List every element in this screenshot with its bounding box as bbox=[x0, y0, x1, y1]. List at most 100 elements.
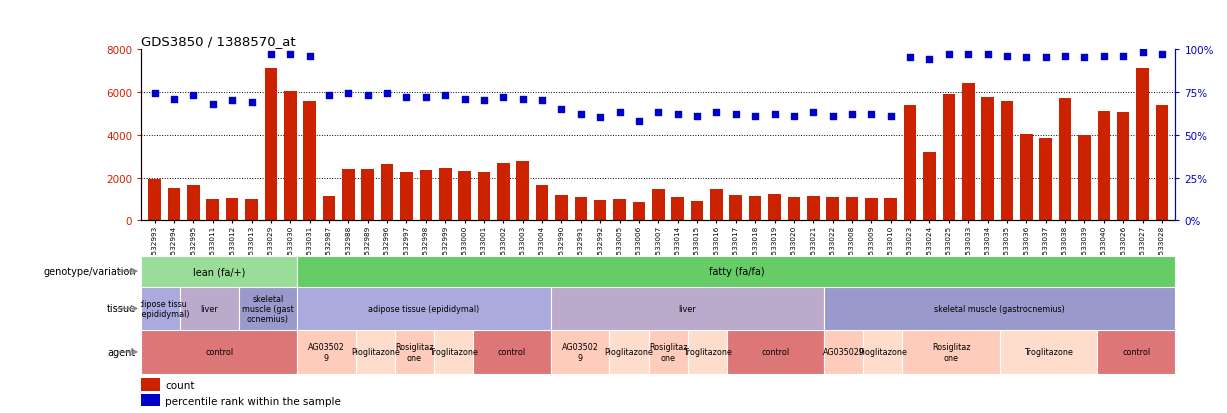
Bar bbox=[141, 287, 180, 330]
Bar bbox=[1000, 330, 1097, 374]
Bar bbox=[962, 84, 974, 221]
Bar bbox=[1097, 112, 1110, 221]
Text: Rosiglitaz
one: Rosiglitaz one bbox=[931, 342, 971, 362]
Point bbox=[648, 110, 667, 116]
Text: Pioglitazone: Pioglitazone bbox=[351, 348, 400, 356]
Bar bbox=[864, 330, 902, 374]
Bar bbox=[1059, 99, 1071, 221]
Bar bbox=[671, 197, 683, 221]
Text: Pioglitazone: Pioglitazone bbox=[858, 348, 907, 356]
Point bbox=[590, 115, 610, 121]
Bar bbox=[356, 330, 395, 374]
Bar bbox=[434, 330, 472, 374]
Point bbox=[1055, 53, 1075, 60]
Point bbox=[1152, 51, 1172, 58]
Point bbox=[745, 113, 764, 120]
Point bbox=[687, 113, 707, 120]
Text: liver: liver bbox=[200, 304, 218, 313]
Bar bbox=[148, 179, 161, 221]
Bar bbox=[904, 105, 917, 221]
Point bbox=[939, 51, 958, 58]
Text: AG03502
9: AG03502 9 bbox=[308, 342, 345, 362]
Point bbox=[998, 53, 1017, 60]
Bar bbox=[1156, 105, 1168, 221]
Point bbox=[881, 113, 901, 120]
Bar bbox=[265, 69, 277, 221]
Bar bbox=[141, 330, 297, 374]
Bar bbox=[395, 330, 434, 374]
Point bbox=[474, 98, 493, 104]
Bar bbox=[574, 197, 587, 221]
Point bbox=[842, 112, 861, 118]
Point bbox=[707, 110, 726, 116]
Bar bbox=[726, 330, 825, 374]
Point bbox=[571, 112, 590, 118]
Point bbox=[377, 91, 396, 97]
Point bbox=[804, 110, 823, 116]
Bar bbox=[691, 202, 703, 221]
Bar bbox=[283, 91, 297, 221]
Point bbox=[222, 98, 242, 104]
Point bbox=[396, 94, 416, 101]
Text: AG03502
9: AG03502 9 bbox=[562, 342, 599, 362]
Text: percentile rank within the sample: percentile rank within the sample bbox=[164, 396, 341, 406]
Bar bbox=[1039, 138, 1052, 221]
Point bbox=[552, 106, 572, 113]
Point bbox=[455, 96, 475, 102]
Bar bbox=[380, 164, 394, 221]
Text: Troglitazone: Troglitazone bbox=[1025, 348, 1074, 356]
Point bbox=[358, 93, 378, 99]
Text: lean (fa/+): lean (fa/+) bbox=[193, 266, 245, 277]
Point bbox=[764, 112, 784, 118]
Point bbox=[784, 113, 804, 120]
Point bbox=[1113, 53, 1133, 60]
Bar bbox=[768, 194, 780, 221]
Point bbox=[1036, 55, 1055, 62]
Bar bbox=[536, 185, 548, 221]
Text: adipose tissue (epididymal): adipose tissue (epididymal) bbox=[368, 304, 480, 313]
Bar bbox=[1117, 113, 1130, 221]
Bar bbox=[239, 287, 297, 330]
Point bbox=[319, 93, 339, 99]
Bar bbox=[497, 163, 509, 221]
Bar bbox=[885, 199, 897, 221]
Point bbox=[726, 112, 746, 118]
Bar bbox=[555, 195, 568, 221]
Bar bbox=[594, 201, 606, 221]
Text: Pioglitazone: Pioglitazone bbox=[605, 348, 654, 356]
Bar bbox=[342, 170, 355, 221]
Bar bbox=[1001, 102, 1014, 221]
Bar bbox=[845, 197, 858, 221]
Text: Rosiglitaz
one: Rosiglitaz one bbox=[395, 342, 433, 362]
Bar bbox=[902, 330, 1000, 374]
Bar bbox=[982, 98, 994, 221]
Bar bbox=[649, 330, 687, 374]
Bar bbox=[923, 152, 936, 221]
Bar bbox=[226, 199, 238, 221]
Text: skeletal muscle (gastrocnemius): skeletal muscle (gastrocnemius) bbox=[935, 304, 1065, 313]
Text: genotype/variation: genotype/variation bbox=[43, 266, 136, 277]
Bar bbox=[141, 378, 160, 391]
Bar bbox=[865, 199, 877, 221]
Text: control: control bbox=[498, 348, 526, 356]
Bar bbox=[825, 330, 864, 374]
Bar bbox=[825, 287, 1175, 330]
Point bbox=[299, 53, 319, 60]
Bar bbox=[206, 199, 220, 221]
Point bbox=[261, 51, 281, 58]
Bar bbox=[551, 330, 610, 374]
Point bbox=[339, 91, 358, 97]
Bar bbox=[748, 196, 762, 221]
Bar bbox=[730, 195, 742, 221]
Point bbox=[920, 57, 940, 63]
Bar bbox=[180, 287, 239, 330]
Bar bbox=[187, 185, 200, 221]
Text: adipose tissu
e (epididymal): adipose tissu e (epididymal) bbox=[131, 299, 190, 318]
Bar bbox=[1079, 135, 1091, 221]
Text: control: control bbox=[205, 348, 233, 356]
Point bbox=[416, 94, 436, 101]
Bar bbox=[297, 330, 356, 374]
Bar bbox=[826, 197, 839, 221]
Bar bbox=[788, 197, 800, 221]
Bar bbox=[1097, 330, 1175, 374]
